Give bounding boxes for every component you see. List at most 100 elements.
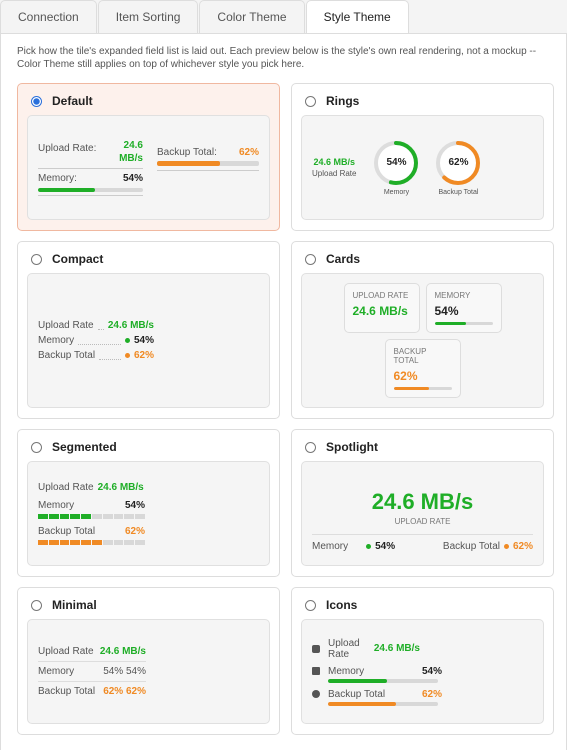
field-value: 24.6 MB/s <box>119 140 143 164</box>
field-label: Backup Total <box>38 350 96 361</box>
column: Upload Rate: 24.6 MB/s Memory: 54% <box>38 139 143 196</box>
field-value: 24.6 MB/s <box>313 157 355 167</box>
radio-button[interactable] <box>31 441 42 453</box>
bar-fill <box>328 678 388 683</box>
field-row: Upload Rate 24.6 MB/s <box>38 482 259 493</box>
divider <box>157 169 259 171</box>
field-row: Backup Total 62% <box>312 689 442 700</box>
option-header: Minimal <box>31 598 97 612</box>
field-value: 62% <box>133 350 154 361</box>
field-row: Backup Total 62% 62% <box>38 682 146 701</box>
field-row: Memory: 54% <box>38 173 143 184</box>
field-value: 54% <box>386 156 407 168</box>
style-option[interactable]: Default Upload Rate: 24.6 MB/s Memory: 54% Ba… <box>17 83 280 231</box>
radio-button[interactable] <box>305 95 316 107</box>
style-option[interactable]: Segmented Upload Rate 24.6 MB/s Memory 54% Ba… <box>17 429 280 577</box>
dot <box>124 338 130 343</box>
segment <box>70 514 81 519</box>
ring <box>436 140 481 185</box>
field-row: Upload Rate 24.6 MB/s <box>38 642 146 662</box>
field-row: Upload Rate 24.6 MB/s <box>38 320 154 331</box>
field-value: 24.6 MB/s <box>107 320 154 331</box>
field-label: Memory <box>312 541 349 552</box>
preview: Upload Rate 24.6 MB/s Memory 54% Backup Tota… <box>27 273 270 408</box>
field-row: Upload Rate: 24.6 MB/s <box>38 139 143 165</box>
option-name: Compact <box>52 252 104 266</box>
style-option[interactable]: Cards UPLOAD RATE 24.6 MB/s MEMORY 54% BACKUP… <box>291 241 554 419</box>
bar-track <box>38 188 143 192</box>
leader <box>78 337 121 345</box>
bar-fill <box>38 188 95 192</box>
style-option[interactable]: Icons Upload Rate 24.6 MB/s Memory 54% Backup… <box>291 587 554 735</box>
segment <box>59 514 70 519</box>
hero-value: 24.6 MB/s <box>371 489 474 514</box>
field-value: 54% <box>122 173 143 184</box>
radio-button[interactable] <box>305 253 316 265</box>
style-option[interactable]: Minimal Upload Rate 24.6 MB/s Memory 54% 54%… <box>17 587 280 735</box>
segment <box>102 514 113 519</box>
icon <box>312 667 320 675</box>
option-name: Minimal <box>52 598 97 612</box>
leader <box>97 322 104 330</box>
segment <box>38 514 48 519</box>
tab[interactable]: Style Theme <box>305 0 409 34</box>
segment <box>124 514 135 519</box>
field-row: Backup Total 62% <box>38 350 154 361</box>
option-name: Icons <box>326 598 358 612</box>
field-label: Upload Rate <box>328 637 360 660</box>
preview: Upload Rate 24.6 MB/s Memory 54% Backup Tota… <box>301 619 544 724</box>
segment <box>48 514 59 519</box>
bar-fill <box>393 387 430 390</box>
divider <box>38 168 143 169</box>
preview: Upload Rate 24.6 MB/s Memory 54% 54% Backup … <box>27 619 270 724</box>
ring-block: 54% Memory <box>370 140 422 196</box>
field-value: 54% <box>375 541 396 552</box>
field-label: Memory <box>328 665 365 677</box>
metric-card: UPLOAD RATE 24.6 MB/s <box>343 283 420 333</box>
field-label: Backup Total <box>438 188 479 196</box>
field-value: 54% 54% <box>103 666 146 677</box>
upload: 24.6 MB/s Upload Rate <box>312 157 356 178</box>
dot <box>503 544 509 549</box>
field-row: Backup Total 62% <box>38 526 145 537</box>
ring-fill <box>374 140 419 185</box>
field-label: Backup Total: <box>157 146 217 158</box>
tab[interactable]: Connection <box>0 0 97 33</box>
preview: 24.6 MB/s Upload Rate 54% Memory 62% Backup T… <box>301 115 544 220</box>
segments <box>38 540 259 545</box>
radio-button[interactable] <box>305 599 316 611</box>
segment <box>135 540 145 545</box>
bar-track <box>393 387 452 390</box>
radio-button[interactable] <box>31 599 42 611</box>
field-value: 62% <box>421 688 442 700</box>
preview: UPLOAD RATE 24.6 MB/s MEMORY 54% BACKUP TOTA… <box>301 273 544 408</box>
preview: Upload Rate 24.6 MB/s Memory 54% Backup Tota… <box>27 461 270 566</box>
option-name: Spotlight <box>326 440 378 454</box>
segment <box>102 540 113 545</box>
field-row: Memory 54% Backup Total 62% <box>312 534 533 552</box>
bar-fill <box>328 701 397 706</box>
tab[interactable]: Color Theme <box>199 0 305 33</box>
field-value: 24.6 MB/s <box>352 304 408 318</box>
style-option[interactable]: Compact Upload Rate 24.6 MB/s Memory 54% Back… <box>17 241 280 419</box>
ring-block: 62% Backup Total <box>432 140 484 196</box>
field-row: Memory 54% <box>38 335 154 346</box>
field-value: 62% <box>124 526 145 537</box>
field-value: 62% <box>393 369 418 383</box>
option-header: Icons <box>305 598 357 612</box>
radio-button[interactable] <box>31 95 42 107</box>
field-value: 62% <box>238 146 259 158</box>
field-value: 54% <box>434 304 459 318</box>
metric-card: BACKUP TOTAL 62% <box>384 339 461 398</box>
option-name: Cards <box>326 252 361 266</box>
tab[interactable]: Item Sorting <box>97 0 199 33</box>
option-name: Default <box>52 94 93 108</box>
style-option[interactable]: Rings 24.6 MB/s Upload Rate 54% Memory 62% Bac… <box>291 83 554 231</box>
option-header: Default <box>31 94 93 108</box>
radio-button[interactable] <box>305 441 316 453</box>
field-value: 24.6 MB/s <box>97 482 144 493</box>
radio-button[interactable] <box>31 253 42 265</box>
segment <box>135 514 145 519</box>
style-option[interactable]: Spotlight 24.6 MB/s UPLOAD RATE Memory 54% Ba… <box>291 429 554 577</box>
dot <box>124 353 130 358</box>
